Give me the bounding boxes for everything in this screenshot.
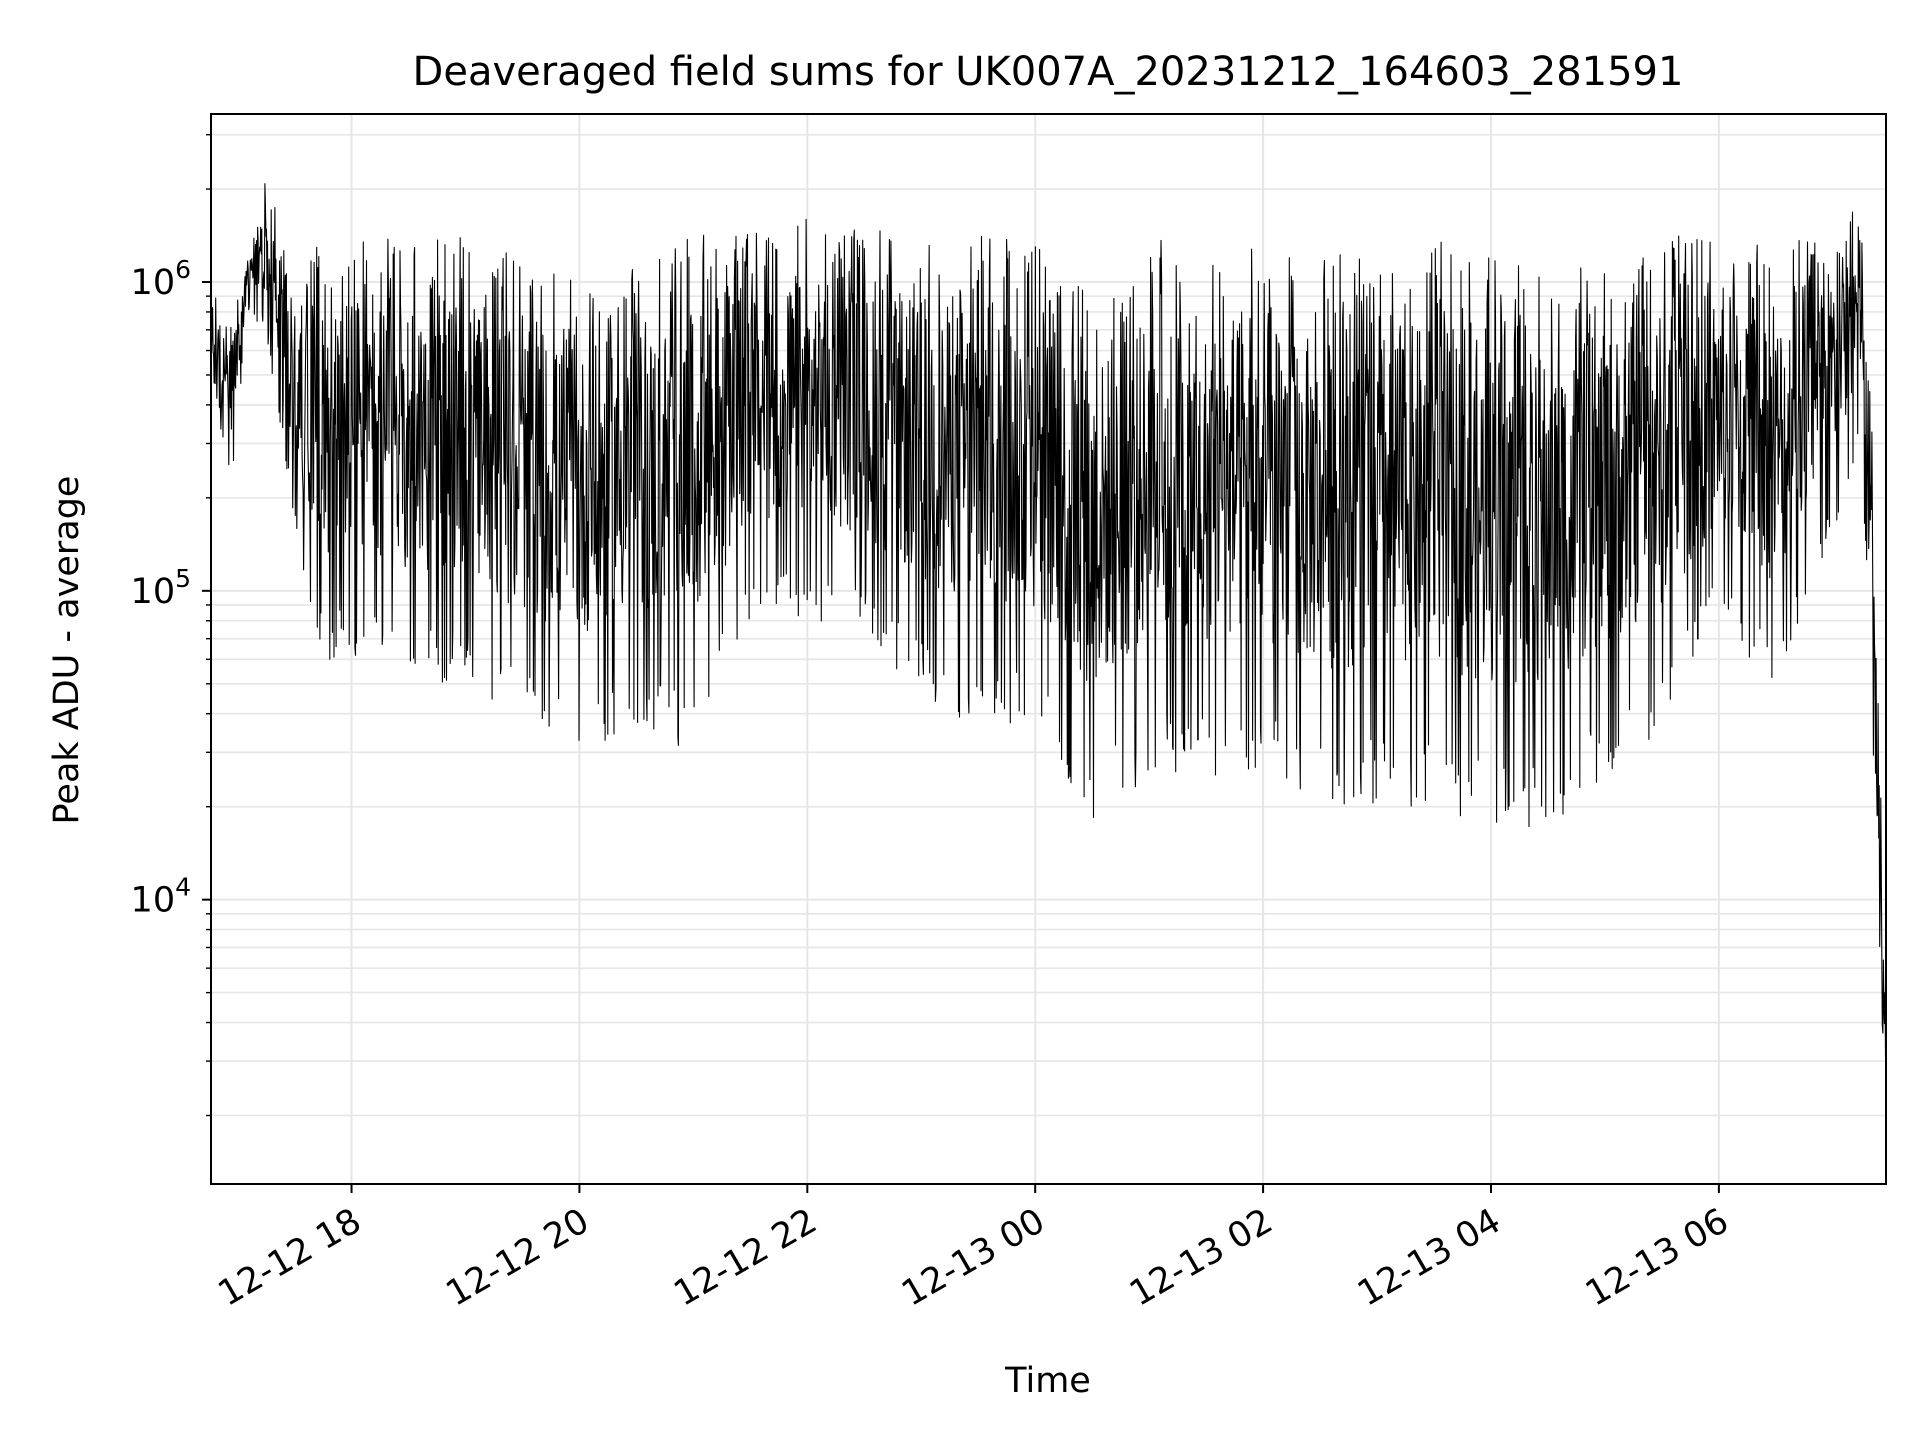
- plot-frame: [210, 113, 1887, 1185]
- plot-area: [211, 183, 1886, 1081]
- x-axis-label: Time: [1004, 1361, 1091, 1401]
- y-tick-label: 106: [131, 255, 191, 303]
- y-axis-label: Peak ADU - average: [47, 476, 87, 825]
- y-tick-label: 104: [131, 873, 191, 921]
- y-axis-ticks: 104 105 106: [131, 133, 211, 1117]
- series-line: [211, 183, 1886, 1081]
- chart-title: Deaveraged field sums for UK007A_2023121…: [413, 49, 1684, 95]
- y-tick-label: 105: [131, 564, 191, 612]
